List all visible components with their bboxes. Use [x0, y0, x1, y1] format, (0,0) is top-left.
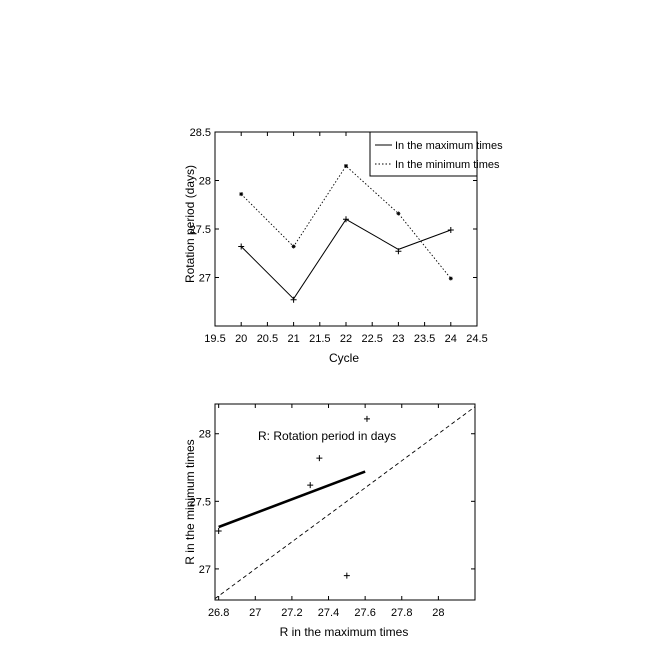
top-x-tick-label: 24 [445, 333, 457, 345]
top-point-maximum [343, 216, 349, 223]
top-x-axis-label: Cycle [329, 351, 359, 365]
top-point-maximum [447, 226, 454, 233]
top-point-minimum [448, 276, 453, 281]
top-y-tick-label: 28 [199, 176, 211, 188]
top-y-axis: 27 27.5 28 28.5 [190, 127, 477, 285]
top-point-maximum [290, 296, 297, 303]
bottom-y-tick-label: 27.5 [190, 496, 211, 508]
bottom-x-tick-label: 26.8 [208, 607, 229, 619]
top-legend-box [369, 131, 478, 177]
legend-label-maximum: In the maximum times [395, 140, 503, 152]
top-x-tick-label: 19.5 [204, 333, 225, 345]
top-point-minimum [239, 192, 244, 197]
bottom-series-group [214, 406, 476, 600]
fit-line [218, 470, 366, 529]
top-series-line-maximum [240, 218, 451, 300]
scatter-point [343, 572, 350, 579]
scatter-point [307, 482, 314, 489]
top-x-tick-label: 22.5 [361, 333, 382, 345]
top-series-line-minimum [240, 165, 452, 279]
top-y-tick-label: 28.5 [190, 127, 211, 139]
top-legend: In the maximum times In the minimum time… [369, 131, 503, 177]
bottom-x-tick-label: 27.2 [281, 607, 302, 619]
bottom-x-tick-label: 27.4 [318, 607, 339, 619]
scatter-point [316, 455, 323, 462]
top-x-tick-label: 21 [287, 333, 299, 345]
top-x-tick-label: 20.5 [257, 333, 278, 345]
bottom-x-tick-label: 27.6 [354, 607, 375, 619]
top-chart: 19.5 20 20.5 21 21.5 22 22.5 23 23.5 24 24.5 27 27.… [183, 127, 503, 365]
bottom-chart: 26.8 27 27.2 27.4 27.6 27.8 28 27 27.5 28 R: Rot… [183, 403, 476, 639]
top-y-tick-label: 27 [199, 273, 211, 285]
bottom-y-tick-label: 28 [199, 429, 211, 441]
top-x-tick-label: 20 [235, 333, 247, 345]
bottom-x-tick-label: 27 [249, 607, 261, 619]
bottom-x-axis: 26.8 27 27.2 27.4 27.6 27.8 28 [208, 404, 445, 619]
bottom-plot-frame [214, 403, 476, 601]
top-series-group [238, 163, 454, 303]
top-x-tick-label: 24.5 [466, 333, 487, 345]
bottom-x-tick-label: 27.8 [391, 607, 412, 619]
top-x-axis: 19.5 20 20.5 21 21.5 22 22.5 23 23.5 24 24.5 [204, 132, 488, 345]
top-point-minimum [344, 163, 348, 168]
top-x-tick-label: 23.5 [414, 333, 435, 345]
bottom-y-axis: 27 27.5 28 [190, 429, 475, 576]
top-x-tick-label: 21.5 [309, 333, 330, 345]
bottom-x-axis-label: R in the maximum times [280, 625, 409, 639]
bottom-x-tick-label: 28 [432, 607, 444, 619]
top-point-maximum [395, 248, 402, 255]
top-y-tick-label: 27.5 [190, 224, 211, 236]
top-x-tick-label: 23 [392, 333, 404, 345]
top-y-axis-label: Rotation period (days) [183, 165, 197, 283]
scatter-point [363, 415, 370, 422]
top-point-minimum [291, 244, 296, 249]
top-point-minimum [396, 211, 401, 216]
top-x-tick-label: 22 [340, 333, 352, 345]
scatter-point [215, 528, 222, 535]
bottom-y-axis-label: R in the minimum times [183, 439, 197, 564]
legend-label-minimum: In the minimum times [395, 159, 500, 171]
bottom-y-tick-label: 27 [199, 564, 211, 576]
bottom-annotation: R: Rotation period in days [258, 429, 396, 443]
identity-dashed-line [214, 406, 476, 600]
top-point-maximum [238, 243, 245, 250]
